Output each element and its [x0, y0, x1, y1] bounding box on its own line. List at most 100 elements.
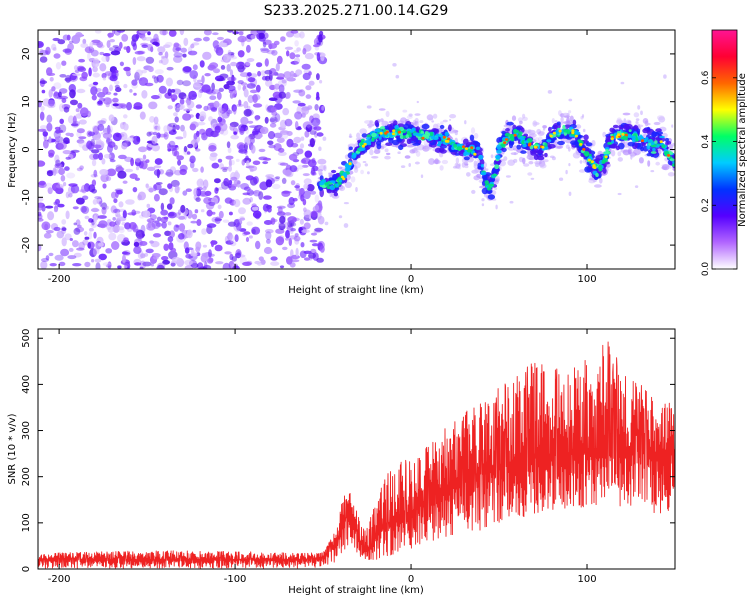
signal-core-blob: [616, 131, 622, 135]
noise-blob: [161, 221, 167, 229]
noise-blob: [49, 77, 54, 82]
y-tick-label: 500: [21, 329, 32, 348]
noise-blob: [201, 84, 211, 93]
signal-mid-blob: [469, 134, 475, 141]
noise-blob: [281, 177, 287, 184]
noise-blob: [66, 34, 71, 41]
signal-halo-blob: [507, 159, 515, 166]
snr-x-label: Height of straight line (km): [288, 585, 424, 596]
signal-outlier-blob: [547, 90, 553, 94]
noise-blob: [66, 172, 76, 179]
noise-blob: [97, 215, 107, 219]
signal-halo-blob: [369, 149, 374, 156]
noise-blob: [186, 151, 191, 155]
noise-blob: [284, 169, 292, 177]
noise-blob: [158, 188, 168, 196]
noise-blob: [237, 80, 244, 85]
noise-blob: [72, 73, 81, 76]
noise-blob: [297, 126, 302, 130]
signal-core-blob: [366, 134, 372, 138]
signal-halo-blob: [617, 157, 623, 162]
noise-blob: [143, 252, 149, 257]
noise-blob: [290, 180, 296, 186]
noise-blob: [69, 40, 74, 44]
noise-blob: [193, 188, 198, 197]
noise-blob: [54, 154, 60, 164]
noise-blob: [288, 238, 292, 246]
noise-blob: [267, 206, 272, 213]
noise-blob: [95, 262, 101, 269]
noise-blob: [210, 107, 218, 113]
noise-blob: [93, 214, 97, 224]
noise-blob: [288, 153, 298, 161]
colorbar-tick-label: 0.4: [701, 134, 711, 149]
signal-core-blob: [342, 172, 347, 177]
noise-blob: [310, 166, 316, 175]
noise-blob: [146, 131, 152, 137]
signal-core-blob: [605, 148, 609, 152]
signal-outlier-blob: [637, 105, 641, 110]
noise-blob: [152, 255, 159, 260]
noise-blob: [182, 190, 188, 196]
signal-halo-blob: [371, 156, 379, 159]
noise-blob: [290, 60, 299, 65]
signal-peak-blob: [571, 131, 575, 135]
noise-blob: [230, 61, 237, 67]
signal-mid-blob: [557, 140, 565, 146]
noise-blob: [91, 94, 97, 101]
signal-halo-blob: [436, 123, 441, 128]
signal-peak-blob: [610, 137, 614, 141]
signal-halo-blob: [432, 113, 438, 119]
signal-core-blob: [464, 151, 471, 156]
signal-halo-blob: [539, 163, 547, 169]
noise-blob: [38, 182, 47, 188]
noise-blob: [82, 239, 89, 246]
y-tick-label: 0: [21, 566, 32, 572]
noise-blob: [179, 98, 185, 105]
noise-blob: [288, 197, 295, 206]
signal-halo-blob: [569, 115, 574, 122]
noise-blob: [94, 258, 102, 263]
noise-blob: [107, 226, 114, 233]
noise-blob: [165, 77, 173, 87]
signal-halo-blob: [530, 131, 534, 138]
noise-blob: [72, 240, 79, 248]
noise-blob: [77, 102, 83, 109]
signal-halo-blob: [473, 132, 479, 139]
noise-blob: [175, 212, 181, 219]
noise-blob: [285, 237, 290, 241]
noise-blob: [227, 76, 237, 82]
noise-blob: [297, 102, 306, 107]
noise-blob: [121, 34, 129, 42]
signal-mid-blob: [385, 142, 393, 146]
noise-blob: [134, 71, 140, 81]
noise-blob: [101, 158, 106, 165]
signal-mid-blob: [393, 120, 398, 126]
noise-blob: [52, 37, 60, 42]
signal-halo-blob: [439, 165, 444, 171]
noise-blob: [318, 34, 323, 43]
signal-core-blob: [671, 163, 675, 167]
noise-blob: [243, 231, 251, 235]
noise-blob: [118, 201, 124, 208]
signal-halo-blob: [554, 146, 562, 149]
noise-blob: [146, 203, 151, 208]
noise-blob: [123, 237, 129, 243]
noise-blob: [304, 150, 313, 158]
noise-blob: [192, 261, 197, 269]
signal-core-blob: [480, 163, 484, 168]
signal-outlier-blob: [343, 223, 349, 228]
noise-blob: [166, 66, 174, 71]
noise-blob: [158, 85, 167, 94]
signal-peak-blob: [604, 155, 608, 159]
signal-halo-blob: [433, 159, 441, 165]
noise-blob: [44, 182, 53, 189]
noise-blob: [317, 240, 325, 250]
signal-mid-blob: [625, 123, 633, 131]
noise-blob: [274, 83, 280, 90]
noise-blob: [116, 30, 126, 33]
noise-blob: [300, 136, 305, 141]
noise-blob: [80, 43, 89, 48]
noise-blob: [272, 177, 280, 182]
noise-blob: [81, 71, 88, 79]
